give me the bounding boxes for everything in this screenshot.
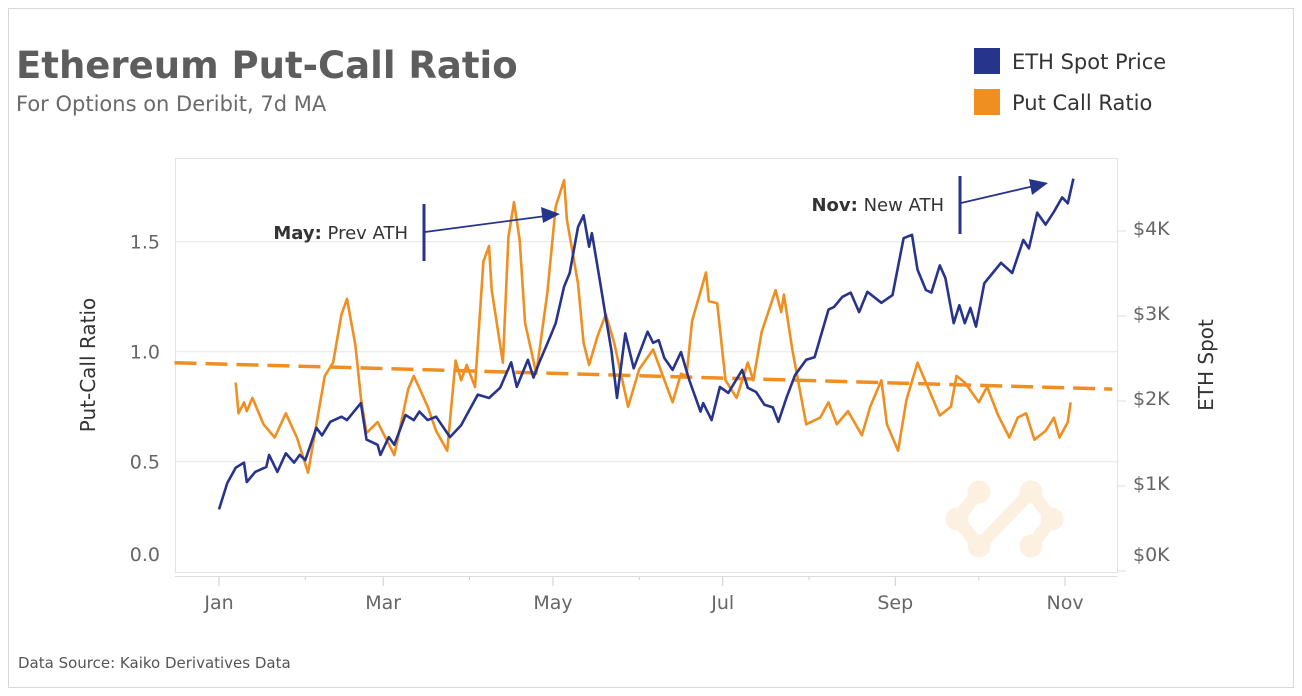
x-tick-label: Jul [710, 592, 734, 614]
y-right-tick-label: $3K [1133, 303, 1170, 325]
y-left-tick-label: 1.5 [130, 232, 160, 254]
gridlines [175, 241, 1117, 463]
annotation-nov-label: New ATH [858, 195, 944, 216]
series-layer [174, 178, 1113, 510]
x-tick-label: Sep [877, 592, 913, 614]
annotation-may: May: Prev ATH [273, 204, 560, 261]
annotation-nov-text: Nov: New ATH [811, 195, 944, 216]
legend-swatch-eth [974, 48, 1000, 74]
annotation-may-bold: May: [273, 223, 321, 244]
y-right-tick-label: $1K [1133, 473, 1170, 495]
x-tick-label: Mar [365, 592, 401, 614]
arrow-head-icon [1029, 179, 1048, 195]
annotation-nov: Nov: New ATH [811, 176, 1048, 234]
legend-label-eth: ETH Spot Price [1012, 50, 1166, 74]
data-source: Data Source: Kaiko Derivatives Data [18, 654, 291, 672]
annotation-nov-arrow [960, 185, 1035, 204]
axes: 0.0 0.5 1.0 1.5 $0K $1K $2K $3K $4K Jan Mar May Jul S… [130, 218, 1170, 614]
series-line-eth-spot [217, 178, 1075, 510]
y-right-tick-label: $2K [1133, 388, 1170, 410]
annotation-may-arrow [424, 215, 547, 233]
x-tick-label: May [533, 592, 572, 614]
annotation-may-text: May: Prev ATH [273, 223, 408, 244]
y-left-tick-label: 1.0 [130, 342, 160, 364]
y-right-tick-label: $4K [1133, 218, 1170, 240]
legend: ETH Spot Price Put Call Ratio [974, 48, 1166, 115]
legend-swatch-pcr [974, 89, 1000, 115]
annotation-nov-bold: Nov: [811, 195, 857, 216]
x-tick-label: Nov [1046, 592, 1083, 614]
arrow-head-icon [541, 207, 560, 223]
legend-label-pcr: Put Call Ratio [1012, 91, 1152, 115]
annotation-may-label: Prev ATH [322, 223, 408, 244]
trend-line-put-call [174, 360, 1113, 391]
chart-subtitle: For Options on Deribit, 7d MA [16, 92, 327, 116]
y-axis-left-title: Put-Call Ratio [76, 298, 100, 432]
y-left-tick-label: 0.5 [130, 452, 160, 474]
chart-title: Ethereum Put-Call Ratio [16, 44, 518, 87]
y-axis-right-title: ETH Spot [1194, 319, 1218, 411]
frame [8, 8, 1294, 688]
legend-item-put-call[interactable]: Put Call Ratio [974, 89, 1152, 115]
x-tick-label: Jan [203, 592, 233, 614]
plot-border [175, 158, 1118, 573]
y-right-tick-label: $0K [1133, 544, 1170, 566]
watermark-kaiko-logo [945, 480, 1064, 558]
y-left-tick-label: 0.0 [130, 544, 160, 566]
legend-item-eth-spot[interactable]: ETH Spot Price [974, 48, 1166, 74]
